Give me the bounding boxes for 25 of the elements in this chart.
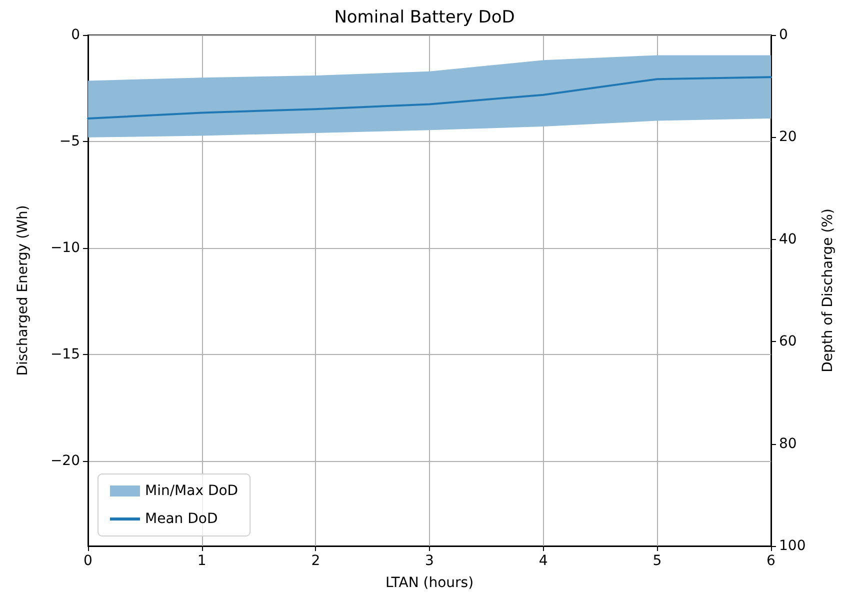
x-tick-label: 1 bbox=[197, 553, 206, 569]
y2-tick-label: 100 bbox=[779, 538, 806, 554]
legend-label: Min/Max DoD bbox=[145, 483, 238, 499]
y2-tick-label: 60 bbox=[779, 334, 797, 350]
x-tick-label: 2 bbox=[311, 553, 320, 569]
y2-axis-title: Depth of Discharge (%) bbox=[820, 208, 836, 372]
y-tick-label: −5 bbox=[59, 133, 80, 150]
line-series bbox=[87, 76, 772, 120]
legend-label: Mean DoD bbox=[145, 511, 218, 527]
x-tick-label: 4 bbox=[538, 553, 548, 569]
y-tick-label: −20 bbox=[50, 452, 80, 469]
x-tick-label: 6 bbox=[766, 553, 776, 569]
y2-tick-label: 20 bbox=[779, 129, 797, 146]
y2-tick-label: 40 bbox=[779, 231, 797, 248]
x-tick-label: 3 bbox=[425, 553, 434, 569]
chart-title: Nominal Battery DoD bbox=[334, 8, 515, 28]
y2-tick-label: 80 bbox=[779, 436, 797, 452]
y-axis-title: Discharged Energy (Wh) bbox=[15, 205, 31, 376]
y2-tick-label: 0 bbox=[779, 27, 788, 43]
y-tick-label: −10 bbox=[50, 240, 80, 256]
y-tick-label: 0 bbox=[71, 27, 80, 43]
x-axis-title: LTAN (hours) bbox=[385, 575, 474, 591]
x-tick-label: 0 bbox=[84, 553, 92, 569]
y-tick-label: −15 bbox=[50, 346, 80, 362]
x-tick-label: 5 bbox=[652, 553, 662, 569]
